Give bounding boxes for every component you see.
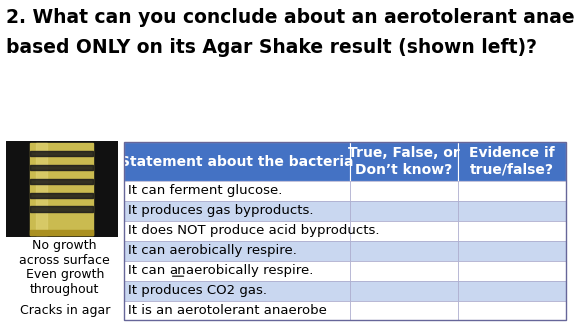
Bar [124,301,350,320]
Bar [350,201,458,221]
Bar [350,142,458,181]
Bar [30,143,93,235]
Bar [124,201,350,221]
Bar [350,241,458,261]
Bar [36,143,47,235]
Text: It can ferment glucose.: It can ferment glucose. [128,184,282,197]
Bar [30,164,93,170]
Bar [350,181,458,201]
Text: Cracks in agar: Cracks in agar [20,304,110,317]
Text: Evidence if
true/false?: Evidence if true/false? [469,146,555,177]
Bar [30,206,93,212]
Bar [458,281,566,301]
Text: It is an aerotolerant anaerobe: It is an aerotolerant anaerobe [128,304,327,317]
Bar [458,241,566,261]
Bar [124,261,350,281]
Bar [458,221,566,241]
Bar [30,193,93,198]
Text: aerobically respire.: aerobically respire. [186,264,314,277]
Text: an: an [170,264,186,277]
Text: It can: It can [128,264,170,277]
Bar [350,301,458,320]
Bar [458,201,566,221]
Text: It produces CO2 gas.: It produces CO2 gas. [128,284,267,297]
Bar [458,301,566,320]
Text: It does NOT produce acid byproducts.: It does NOT produce acid byproducts. [128,224,380,237]
Bar [124,241,350,261]
Bar [350,221,458,241]
Bar [458,142,566,181]
Bar [124,181,350,201]
Bar [458,181,566,201]
Bar [124,142,566,320]
Bar [350,261,458,281]
Bar [30,230,93,235]
Text: 2. What can you conclude about an aerotolerant anaerobe: 2. What can you conclude about an aeroto… [6,8,575,27]
Text: Even growth
throughout: Even growth throughout [25,268,104,296]
Text: It produces gas byproducts.: It produces gas byproducts. [128,204,314,217]
Bar [124,142,350,181]
Bar [458,261,566,281]
Bar [124,221,350,241]
Bar [30,151,93,156]
Text: No growth
across surface: No growth across surface [20,239,110,267]
Text: based ONLY on its Agar Shake result (shown left)?: based ONLY on its Agar Shake result (sho… [6,38,536,57]
Text: Statement about the bacteria: Statement about the bacteria [120,155,354,168]
Text: True, False, or
Don’t know?: True, False, or Don’t know? [348,146,460,177]
Bar [124,281,350,301]
Bar [30,179,93,183]
Bar [350,281,458,301]
Text: It can aerobically respire.: It can aerobically respire. [128,244,297,257]
